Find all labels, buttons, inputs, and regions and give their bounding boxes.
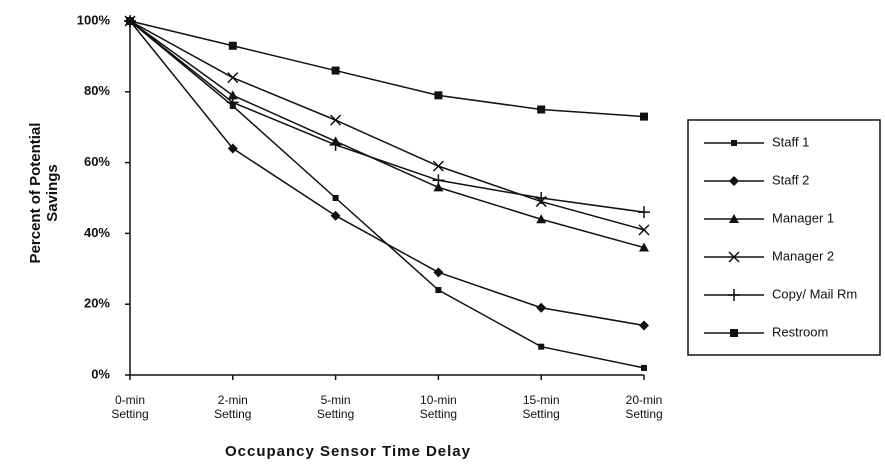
point — [639, 242, 649, 252]
series-line — [129, 20, 645, 327]
x-axis-title: Occupancy Sensor Time Delay — [225, 443, 471, 460]
point — [226, 96, 239, 109]
legend-marker — [728, 251, 740, 263]
series-line — [129, 20, 645, 249]
point — [641, 364, 647, 371]
legend-label: Manager 2 — [772, 248, 834, 263]
series-line — [129, 20, 645, 231]
point — [433, 267, 444, 278]
y-axis-title: Percent of Potential Savings — [27, 122, 61, 264]
y-tick-label: 20% — [84, 296, 110, 311]
point — [538, 343, 545, 350]
x-tick-label: 20-min Setting — [625, 393, 663, 421]
legend-label: Copy/ Mail Rm — [772, 286, 857, 301]
point — [332, 195, 339, 201]
point — [432, 174, 445, 187]
x-tick-label: 2-min Setting — [214, 393, 252, 421]
point — [228, 41, 237, 50]
y-tick-label: 0% — [91, 366, 110, 381]
y-tick-label: 60% — [84, 154, 110, 169]
legend-label: Staff 2 — [772, 172, 809, 187]
legend-marker — [730, 329, 738, 337]
point — [536, 214, 547, 224]
x-tick-label: 5-min Setting — [316, 393, 355, 421]
legend-marker — [728, 289, 740, 301]
point — [227, 90, 238, 100]
legend-marker — [729, 176, 739, 186]
legend-marker — [729, 214, 739, 223]
y-tick-label: 100% — [77, 12, 111, 27]
x-tick-label: 15-min Setting — [522, 393, 560, 421]
point — [329, 138, 342, 151]
series-line — [129, 20, 645, 369]
series-line — [129, 20, 645, 118]
legend-marker — [731, 140, 737, 146]
legend-box — [687, 119, 881, 356]
point — [435, 287, 442, 294]
point — [639, 320, 649, 331]
x-tick-label: 0-min Setting — [111, 393, 149, 421]
point — [434, 91, 443, 100]
point — [227, 143, 238, 154]
point — [126, 17, 134, 25]
legend-label: Staff 1 — [772, 134, 809, 149]
legend-label: Restroom — [772, 324, 828, 339]
point — [330, 114, 342, 126]
point — [640, 112, 648, 121]
x-tick-label: 10-min Setting — [419, 393, 458, 421]
point — [537, 105, 546, 114]
legend-label: Manager 1 — [772, 210, 834, 225]
point — [638, 224, 650, 236]
point — [535, 192, 548, 204]
point — [227, 72, 239, 84]
series-line — [129, 20, 645, 213]
point — [433, 182, 444, 192]
point — [432, 160, 444, 172]
point — [331, 66, 340, 75]
point — [330, 210, 341, 221]
y-tick-label: 80% — [84, 83, 110, 98]
point — [638, 206, 650, 219]
y-tick-label: 40% — [84, 225, 110, 240]
point — [536, 302, 547, 313]
